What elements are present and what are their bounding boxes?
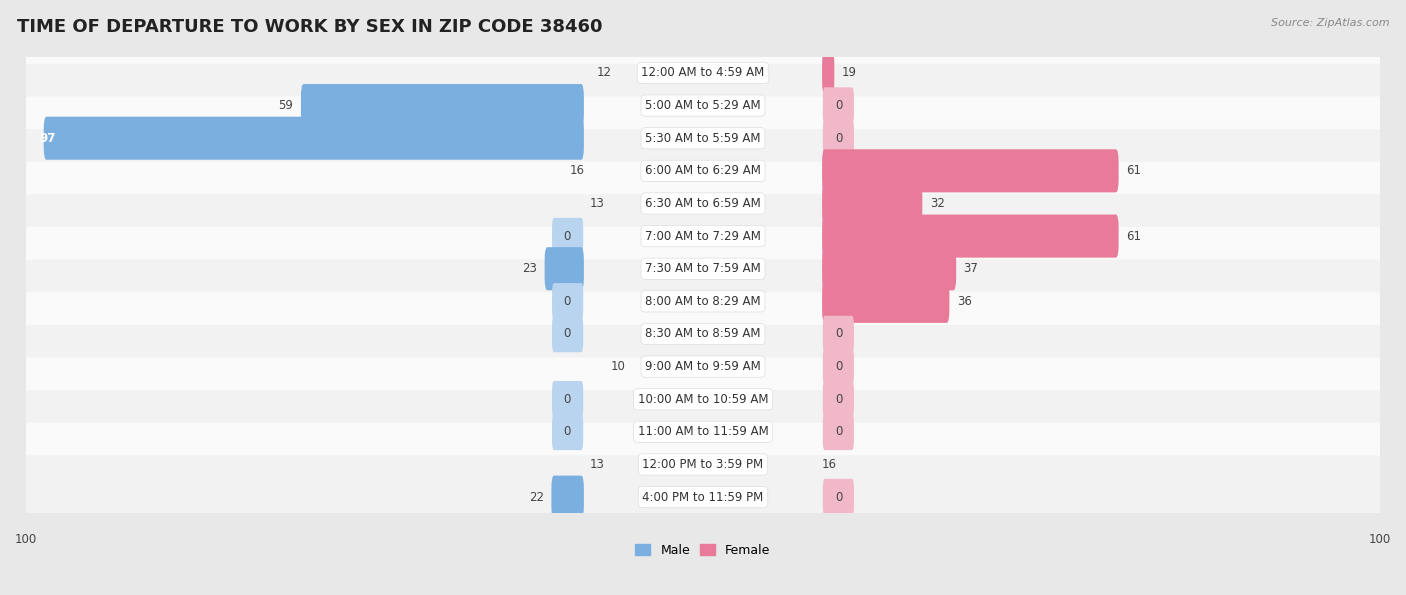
FancyBboxPatch shape (553, 316, 583, 352)
Text: 6:00 AM to 6:29 AM: 6:00 AM to 6:29 AM (645, 164, 761, 177)
FancyBboxPatch shape (22, 195, 1384, 278)
Text: 37: 37 (963, 262, 979, 275)
FancyBboxPatch shape (22, 259, 1384, 343)
FancyBboxPatch shape (22, 358, 1384, 441)
Text: 0: 0 (564, 230, 571, 243)
FancyBboxPatch shape (553, 218, 583, 255)
Text: 100: 100 (1369, 533, 1391, 546)
FancyBboxPatch shape (823, 149, 1119, 192)
Text: 32: 32 (929, 197, 945, 210)
FancyBboxPatch shape (22, 455, 1384, 539)
FancyBboxPatch shape (823, 348, 853, 385)
Text: 61: 61 (1126, 230, 1142, 243)
Text: 0: 0 (835, 491, 842, 503)
Text: 6:30 AM to 6:59 AM: 6:30 AM to 6:59 AM (645, 197, 761, 210)
Text: 97: 97 (39, 131, 56, 145)
FancyBboxPatch shape (551, 475, 583, 519)
Text: 10:00 AM to 10:59 AM: 10:00 AM to 10:59 AM (638, 393, 768, 406)
FancyBboxPatch shape (553, 381, 583, 418)
Text: 61: 61 (1126, 164, 1142, 177)
FancyBboxPatch shape (823, 479, 853, 515)
Text: 0: 0 (564, 327, 571, 340)
Text: 10: 10 (610, 360, 626, 373)
Text: 0: 0 (835, 393, 842, 406)
Text: 19: 19 (842, 67, 856, 80)
FancyBboxPatch shape (823, 51, 834, 95)
FancyBboxPatch shape (823, 182, 922, 225)
Text: 0: 0 (564, 393, 571, 406)
FancyBboxPatch shape (22, 292, 1384, 375)
FancyBboxPatch shape (44, 117, 583, 159)
Text: 59: 59 (278, 99, 294, 112)
Text: 7:00 AM to 7:29 AM: 7:00 AM to 7:29 AM (645, 230, 761, 243)
Text: 0: 0 (564, 295, 571, 308)
FancyBboxPatch shape (22, 162, 1384, 245)
Text: 0: 0 (835, 99, 842, 112)
FancyBboxPatch shape (22, 64, 1384, 148)
FancyBboxPatch shape (22, 227, 1384, 311)
FancyBboxPatch shape (553, 283, 583, 320)
FancyBboxPatch shape (22, 390, 1384, 474)
Text: Source: ZipAtlas.com: Source: ZipAtlas.com (1271, 18, 1389, 28)
FancyBboxPatch shape (22, 31, 1384, 115)
Text: 0: 0 (835, 360, 842, 373)
Text: 9:00 AM to 9:59 AM: 9:00 AM to 9:59 AM (645, 360, 761, 373)
Text: 4:00 PM to 11:59 PM: 4:00 PM to 11:59 PM (643, 491, 763, 503)
Text: 8:30 AM to 8:59 AM: 8:30 AM to 8:59 AM (645, 327, 761, 340)
FancyBboxPatch shape (823, 215, 1119, 258)
FancyBboxPatch shape (823, 316, 853, 352)
FancyBboxPatch shape (553, 414, 583, 450)
Text: 12:00 PM to 3:59 PM: 12:00 PM to 3:59 PM (643, 458, 763, 471)
Text: 13: 13 (591, 458, 605, 471)
FancyBboxPatch shape (22, 325, 1384, 408)
Text: 12:00 AM to 4:59 AM: 12:00 AM to 4:59 AM (641, 67, 765, 80)
FancyBboxPatch shape (823, 381, 853, 418)
Text: 8:00 AM to 8:29 AM: 8:00 AM to 8:29 AM (645, 295, 761, 308)
Text: 0: 0 (835, 327, 842, 340)
Text: 0: 0 (564, 425, 571, 439)
Text: 7:30 AM to 7:59 AM: 7:30 AM to 7:59 AM (645, 262, 761, 275)
FancyBboxPatch shape (823, 414, 853, 450)
Text: 0: 0 (835, 425, 842, 439)
FancyBboxPatch shape (22, 96, 1384, 180)
Text: 36: 36 (957, 295, 972, 308)
Text: TIME OF DEPARTURE TO WORK BY SEX IN ZIP CODE 38460: TIME OF DEPARTURE TO WORK BY SEX IN ZIP … (17, 18, 602, 36)
Legend: Male, Female: Male, Female (630, 539, 776, 562)
FancyBboxPatch shape (544, 247, 583, 290)
Text: 5:00 AM to 5:29 AM: 5:00 AM to 5:29 AM (645, 99, 761, 112)
FancyBboxPatch shape (823, 247, 956, 290)
Text: 11:00 AM to 11:59 AM: 11:00 AM to 11:59 AM (638, 425, 768, 439)
FancyBboxPatch shape (301, 84, 583, 127)
Text: 0: 0 (835, 131, 842, 145)
FancyBboxPatch shape (823, 120, 853, 156)
Text: 16: 16 (821, 458, 837, 471)
FancyBboxPatch shape (823, 87, 853, 124)
Text: 22: 22 (529, 491, 544, 503)
Text: 12: 12 (596, 67, 612, 80)
Text: 16: 16 (569, 164, 585, 177)
Text: 13: 13 (591, 197, 605, 210)
Text: 5:30 AM to 5:59 AM: 5:30 AM to 5:59 AM (645, 131, 761, 145)
FancyBboxPatch shape (823, 280, 949, 323)
FancyBboxPatch shape (22, 422, 1384, 506)
Text: 23: 23 (522, 262, 537, 275)
FancyBboxPatch shape (22, 129, 1384, 212)
Text: 100: 100 (15, 533, 37, 546)
